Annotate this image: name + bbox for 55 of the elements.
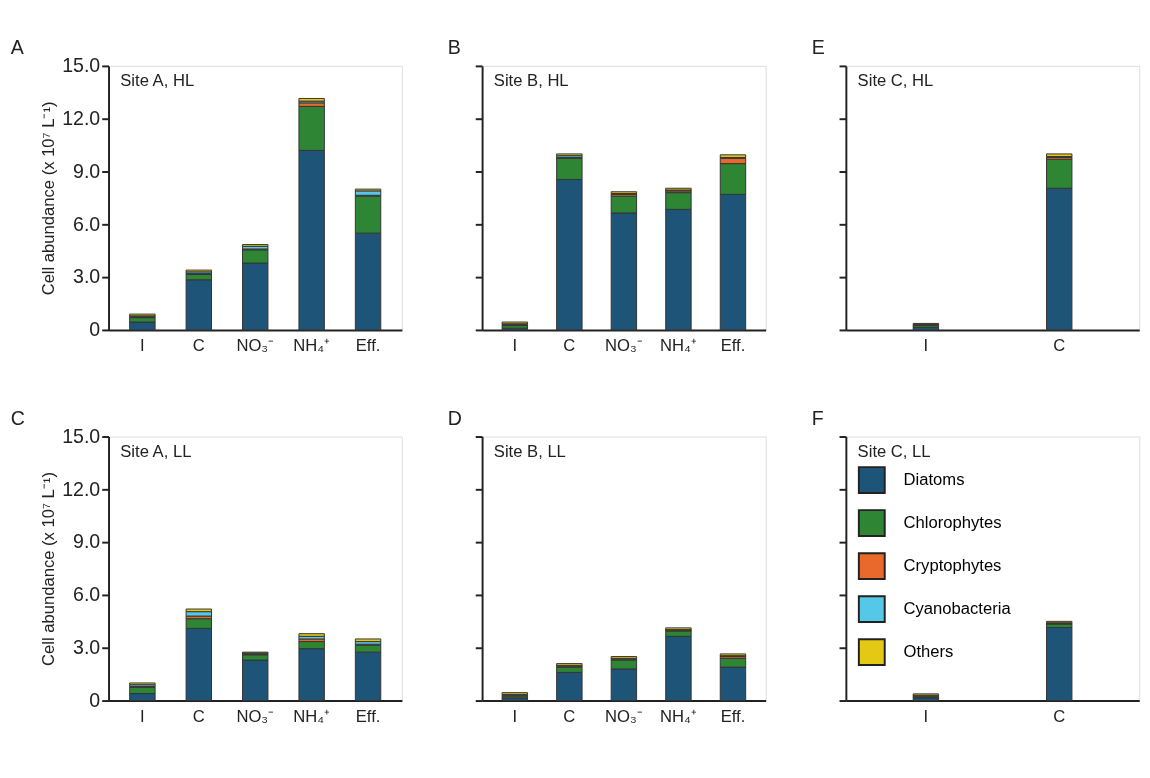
- x-tick-label: NH₄⁺: [660, 706, 697, 726]
- x-tick-label: I: [512, 706, 518, 726]
- y-tick-label: 15.0: [62, 424, 101, 447]
- x-tick-label: C: [192, 706, 205, 726]
- chart-title: Site C, HL: [857, 71, 934, 91]
- x-tick-label: Eff.: [720, 335, 746, 355]
- legend-label: Others: [903, 642, 954, 662]
- text: A: [10, 36, 24, 59]
- x-tick-label: NO₃⁻: [605, 335, 643, 355]
- x-tick-label: I: [512, 335, 518, 355]
- y-tick-label: 12.0: [62, 477, 101, 500]
- x-tick-label: C: [192, 335, 205, 355]
- y-tick-label: 6.0: [73, 212, 101, 235]
- chart-title: Site C, LL: [857, 442, 931, 462]
- y-tick-label: 9.0: [73, 159, 101, 182]
- y-axis-title: Cell abundance (x 10⁷ L⁻¹): [39, 472, 59, 666]
- x-tick-label: I: [140, 706, 145, 726]
- y-tick-label: 12.0: [62, 107, 101, 130]
- x-tick-label: C: [563, 706, 576, 726]
- chart-title: Site A, HL: [120, 71, 195, 91]
- text: D: [447, 406, 462, 429]
- x-tick-label: NO₃⁻: [236, 706, 275, 726]
- legend-label: Chlorophytes: [903, 512, 1002, 532]
- x-tick-label: C: [1053, 335, 1066, 355]
- x-tick-label: I: [923, 335, 929, 355]
- chart-title: Site B, LL: [493, 442, 566, 462]
- x-tick-label: NH₄⁺: [660, 335, 697, 355]
- x-tick-label: C: [1053, 706, 1066, 726]
- chart-title: Site B, HL: [493, 71, 569, 91]
- legend-label: Cyanobacteria: [903, 599, 1012, 619]
- legend-label: Cryptophytes: [903, 555, 1002, 575]
- text: E: [811, 36, 825, 59]
- x-tick-label: NH₄⁺: [293, 706, 331, 726]
- text: C: [10, 406, 25, 429]
- x-tick-label: Eff.: [355, 706, 381, 726]
- y-tick-label: 3.0: [73, 636, 101, 659]
- y-tick-label: 0: [89, 688, 101, 711]
- y-tick-label: 3.0: [73, 265, 101, 288]
- y-tick-label: 15.0: [62, 54, 101, 77]
- y-axis-title: Cell abundance (x 10⁷ L⁻¹): [39, 101, 59, 296]
- text: B: [447, 36, 461, 59]
- x-tick-label: Eff.: [355, 335, 381, 355]
- chart-title: Site A, LL: [120, 442, 192, 462]
- legend-label: Diatoms: [903, 469, 965, 489]
- x-tick-label: I: [923, 706, 929, 726]
- y-tick-label: 0: [89, 318, 101, 341]
- y-tick-label: 6.0: [73, 583, 101, 606]
- x-tick-label: C: [563, 335, 576, 355]
- x-tick-label: NO₃⁻: [605, 706, 643, 726]
- x-tick-label: I: [140, 335, 145, 355]
- y-tick-label: 9.0: [73, 530, 101, 553]
- x-tick-label: Eff.: [720, 706, 746, 726]
- text: F: [811, 406, 824, 429]
- x-tick-label: NO₃⁻: [236, 335, 275, 355]
- x-tick-label: NH₄⁺: [293, 335, 331, 355]
